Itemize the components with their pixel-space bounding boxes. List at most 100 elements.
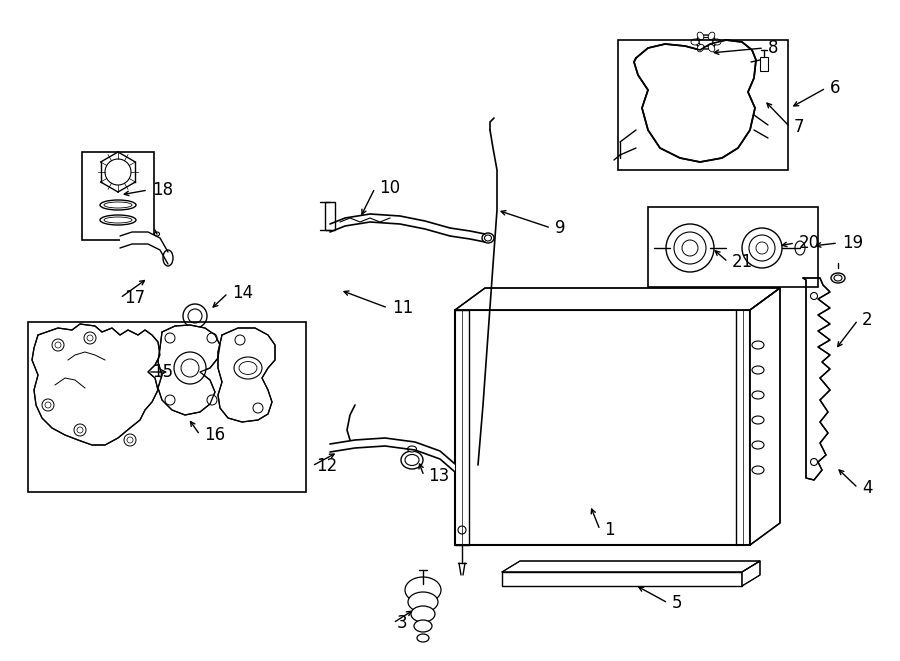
Ellipse shape <box>104 217 132 223</box>
Ellipse shape <box>401 451 423 469</box>
Circle shape <box>756 242 768 254</box>
Polygon shape <box>803 278 830 480</box>
Polygon shape <box>502 561 760 572</box>
Text: 7: 7 <box>794 118 805 136</box>
Polygon shape <box>158 325 220 415</box>
Bar <box>648 207 818 287</box>
Ellipse shape <box>100 215 136 225</box>
Polygon shape <box>330 438 455 472</box>
Ellipse shape <box>698 44 704 52</box>
Text: 19: 19 <box>842 234 863 252</box>
Circle shape <box>682 240 698 256</box>
Ellipse shape <box>752 341 764 349</box>
Ellipse shape <box>100 200 136 210</box>
Ellipse shape <box>752 391 764 399</box>
Ellipse shape <box>713 39 721 45</box>
Text: 4: 4 <box>862 479 872 497</box>
Ellipse shape <box>163 250 173 266</box>
Circle shape <box>77 427 83 433</box>
Circle shape <box>45 402 51 408</box>
Circle shape <box>811 293 817 299</box>
Ellipse shape <box>408 446 417 452</box>
Circle shape <box>811 459 817 465</box>
Circle shape <box>207 395 217 405</box>
Bar <box>325 202 335 230</box>
Text: 17: 17 <box>124 289 145 307</box>
Circle shape <box>674 232 706 264</box>
Circle shape <box>181 359 199 377</box>
Circle shape <box>55 342 61 348</box>
Circle shape <box>165 395 175 405</box>
Ellipse shape <box>417 634 429 642</box>
Ellipse shape <box>405 455 419 465</box>
Circle shape <box>207 333 217 343</box>
Circle shape <box>124 434 136 446</box>
Text: 20: 20 <box>799 234 820 252</box>
Polygon shape <box>742 561 760 586</box>
Ellipse shape <box>752 366 764 374</box>
Circle shape <box>52 339 64 351</box>
Ellipse shape <box>795 241 805 255</box>
Circle shape <box>105 159 131 185</box>
Text: 5: 5 <box>672 594 682 612</box>
Circle shape <box>188 309 202 323</box>
Circle shape <box>742 228 782 268</box>
Ellipse shape <box>234 357 262 379</box>
Text: 18: 18 <box>152 181 173 199</box>
Ellipse shape <box>708 32 715 40</box>
Ellipse shape <box>708 44 715 52</box>
Circle shape <box>458 526 466 534</box>
Ellipse shape <box>411 606 435 622</box>
Circle shape <box>174 352 206 384</box>
Circle shape <box>183 304 207 328</box>
Circle shape <box>165 333 175 343</box>
Polygon shape <box>455 288 780 310</box>
Ellipse shape <box>239 362 257 375</box>
Text: 14: 14 <box>232 284 253 302</box>
Text: 1: 1 <box>604 521 615 539</box>
Bar <box>502 572 742 586</box>
Ellipse shape <box>405 577 441 603</box>
Ellipse shape <box>696 35 716 49</box>
Text: 10: 10 <box>379 179 400 197</box>
Circle shape <box>84 332 96 344</box>
Text: 21: 21 <box>732 253 753 271</box>
Bar <box>455 310 750 545</box>
Ellipse shape <box>834 275 842 281</box>
Circle shape <box>666 224 714 272</box>
Text: 13: 13 <box>428 467 449 485</box>
Ellipse shape <box>482 233 494 243</box>
Ellipse shape <box>752 466 764 474</box>
Text: 6: 6 <box>830 79 841 97</box>
Text: 16: 16 <box>204 426 225 444</box>
Ellipse shape <box>752 441 764 449</box>
Text: 11: 11 <box>392 299 413 317</box>
Ellipse shape <box>752 416 764 424</box>
Circle shape <box>749 235 775 261</box>
Circle shape <box>127 437 133 443</box>
Ellipse shape <box>104 202 132 208</box>
Polygon shape <box>120 232 168 264</box>
Ellipse shape <box>408 592 438 612</box>
Ellipse shape <box>414 620 432 632</box>
Polygon shape <box>634 40 756 162</box>
Bar <box>28 322 306 492</box>
Text: 8: 8 <box>768 39 778 57</box>
Bar <box>760 57 768 71</box>
Ellipse shape <box>699 38 713 46</box>
Bar <box>82 152 154 240</box>
Ellipse shape <box>831 273 845 283</box>
Circle shape <box>235 335 245 345</box>
Ellipse shape <box>155 232 159 236</box>
Polygon shape <box>218 328 275 422</box>
Circle shape <box>74 424 86 436</box>
Bar <box>618 40 788 170</box>
Text: 3: 3 <box>397 614 408 632</box>
Ellipse shape <box>698 32 704 40</box>
Polygon shape <box>750 288 780 545</box>
Ellipse shape <box>691 39 699 45</box>
Text: 12: 12 <box>316 457 338 475</box>
Text: 2: 2 <box>862 311 873 329</box>
Polygon shape <box>32 324 160 445</box>
Circle shape <box>42 399 54 411</box>
